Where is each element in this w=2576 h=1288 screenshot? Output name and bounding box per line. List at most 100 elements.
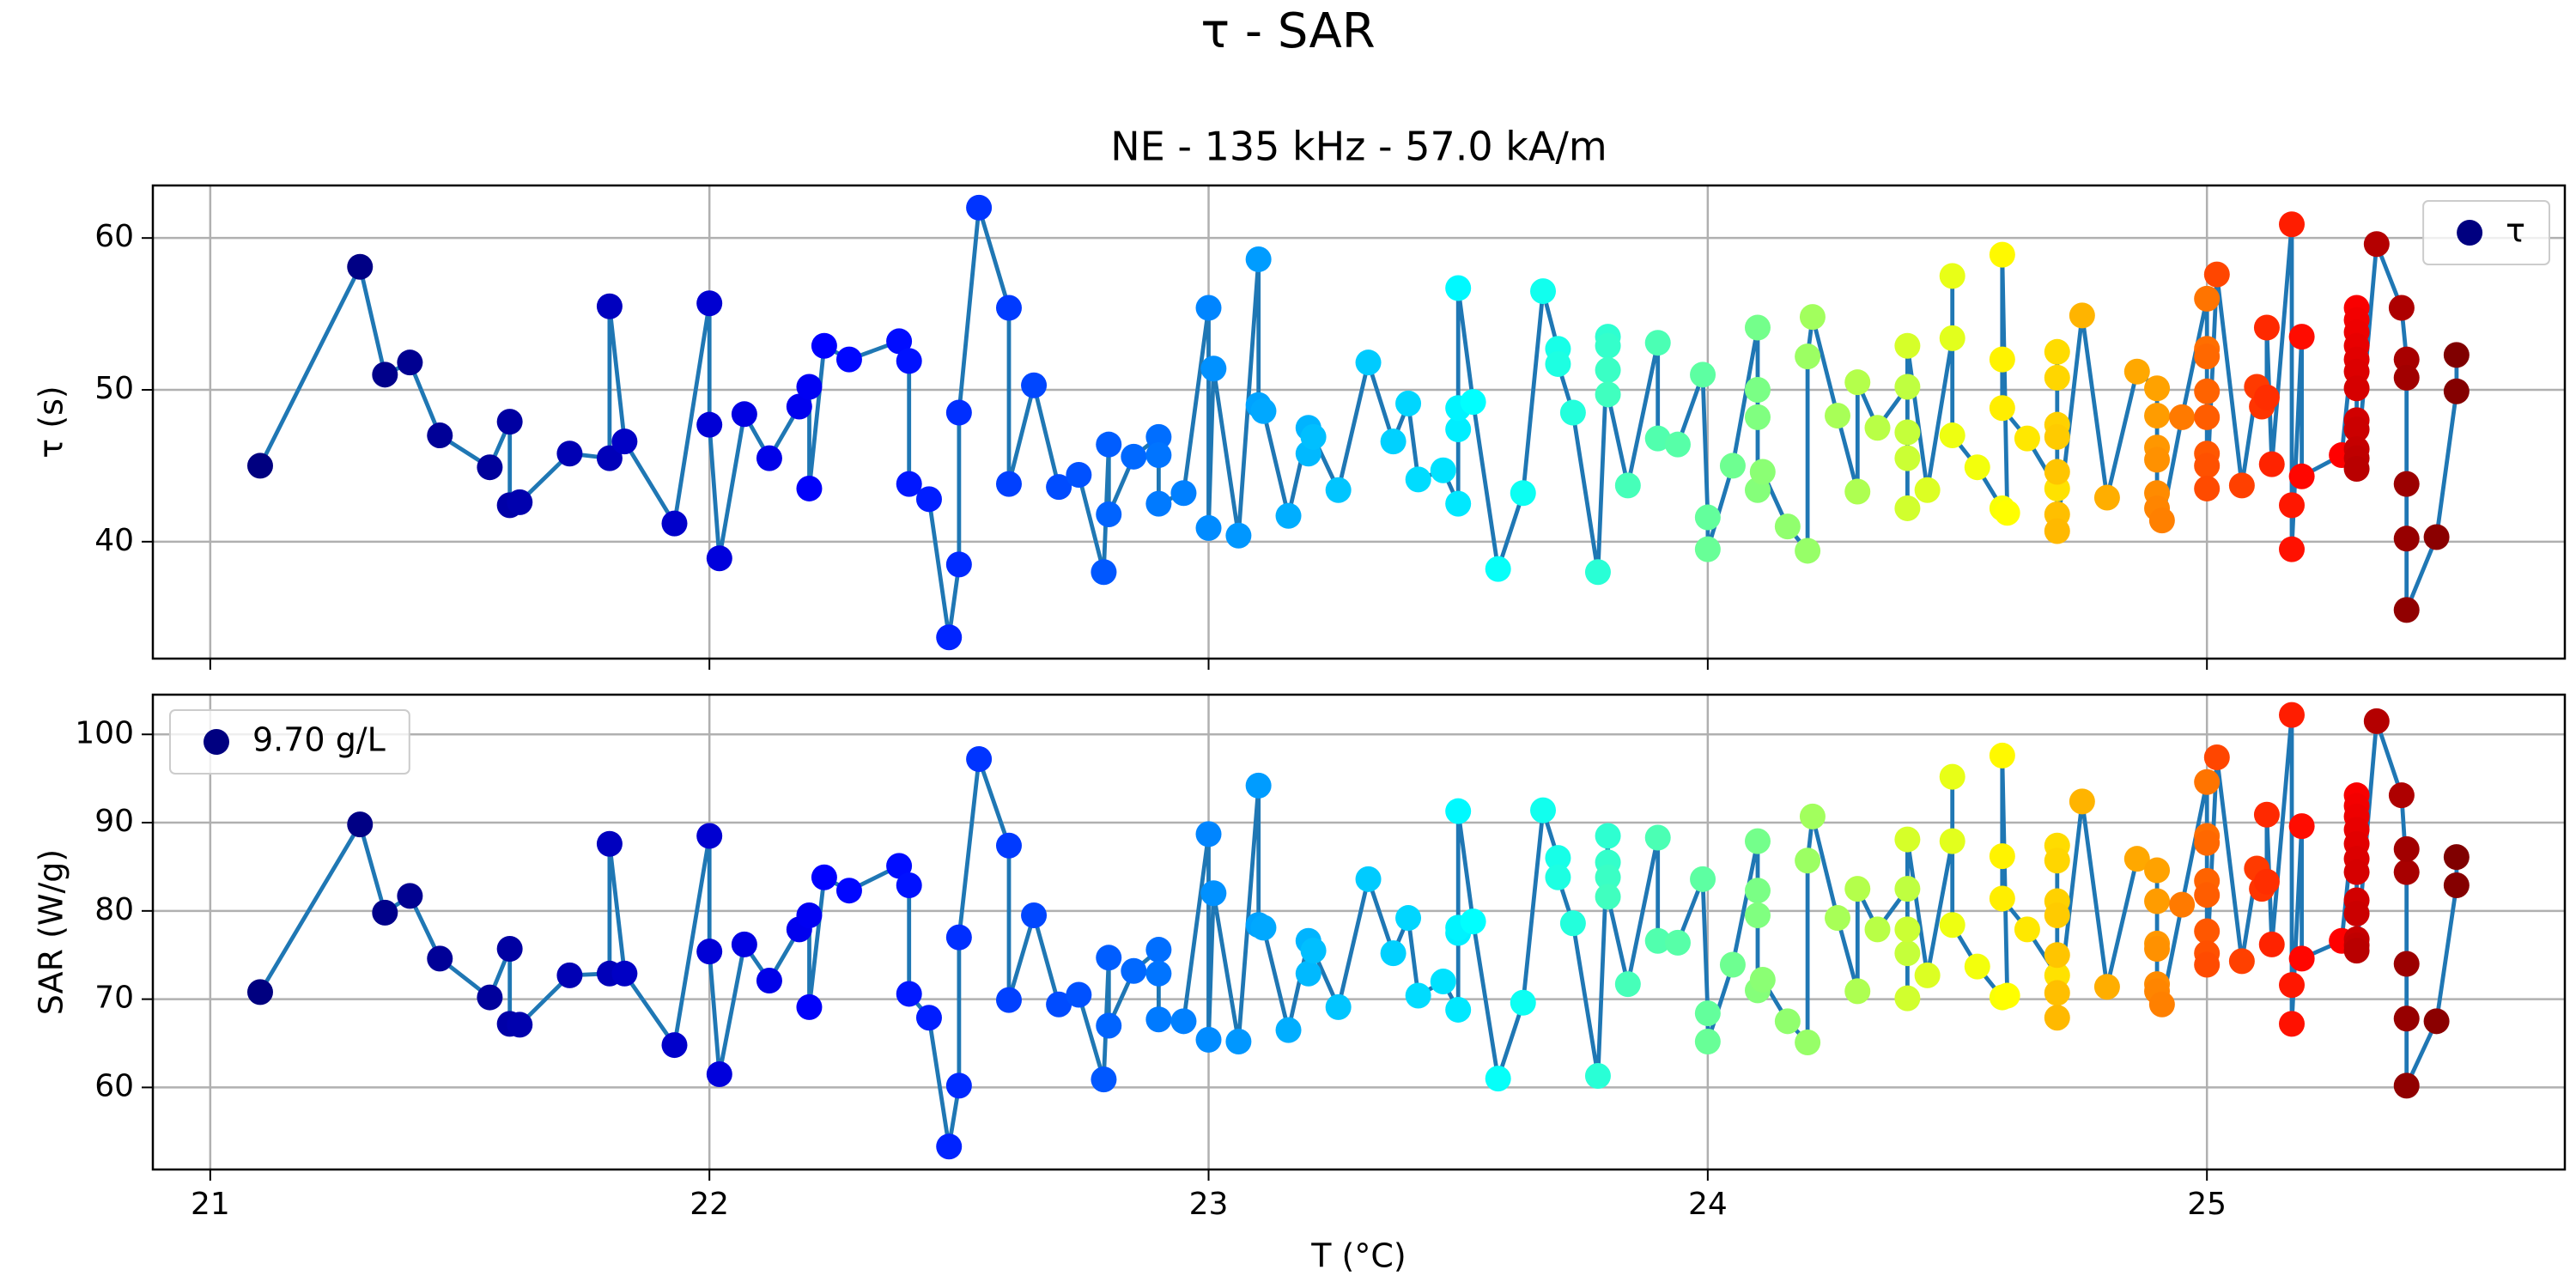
y-tick-label: 80 (94, 892, 134, 927)
data-point (2363, 708, 2390, 734)
data-point (1719, 951, 1746, 978)
data-point (1145, 937, 1172, 963)
data-point (1964, 953, 1990, 980)
y-tick-label: 50 (94, 371, 134, 406)
data-point (1096, 501, 1122, 528)
data-point (966, 746, 993, 773)
data-point (2044, 518, 2070, 544)
legend-frame (2422, 200, 2550, 265)
data-point (1325, 477, 1352, 503)
data-point (2279, 702, 2306, 728)
data-point (1894, 985, 1921, 1012)
data-point (507, 1012, 533, 1038)
data-point (2069, 302, 2095, 329)
data-point (1405, 982, 1431, 1009)
data-point (1744, 828, 1771, 854)
data-point (1939, 325, 1965, 351)
data-point (796, 993, 823, 1020)
data-point (835, 878, 862, 904)
data-point (2144, 447, 2171, 473)
data-point (1545, 845, 1571, 872)
data-point (1894, 495, 1921, 521)
data-point (246, 453, 273, 479)
data-point (1744, 314, 1771, 341)
data-point (1799, 304, 1826, 331)
legend: 9.70 g/L (169, 709, 410, 775)
data-point (2194, 285, 2221, 312)
data-point (1989, 885, 2015, 912)
data-point (1894, 940, 1921, 967)
data-point (1445, 416, 1472, 442)
data-point (1595, 332, 1621, 359)
data-point (2279, 492, 2306, 519)
data-point (2253, 314, 2280, 341)
legend-marker (204, 729, 229, 755)
data-point (1200, 880, 1227, 907)
data-point (696, 411, 723, 438)
data-point (2393, 597, 2420, 623)
data-point (1355, 349, 1382, 376)
data-point (2253, 868, 2280, 895)
data-point (596, 445, 623, 471)
data-point (661, 1032, 688, 1059)
data-point (945, 924, 972, 951)
data-point (2228, 948, 2255, 975)
data-point (2044, 364, 2070, 391)
data-point (2393, 835, 2420, 862)
data-point (347, 811, 374, 838)
data-point (496, 936, 523, 963)
data-point (756, 968, 782, 994)
legend-label: 9.70 g/L (252, 721, 386, 759)
data-point (1824, 403, 1850, 429)
data-point (2343, 455, 2370, 482)
data-point (1844, 978, 1871, 1005)
data-point (1245, 772, 1272, 799)
data-point (896, 471, 922, 497)
data-point (945, 551, 972, 578)
data-point (2288, 945, 2315, 972)
data-point (1066, 462, 1092, 489)
legend-marker (2457, 220, 2483, 246)
data-point (2343, 416, 2370, 442)
data-point (731, 931, 757, 957)
data-point (1170, 480, 1197, 507)
data-point (1774, 1008, 1801, 1035)
data-point (1405, 466, 1431, 493)
data-point (1994, 982, 2020, 1009)
data-point (2228, 472, 2255, 499)
data-point (2343, 859, 2370, 885)
data-point (1091, 1066, 1117, 1093)
data-point (915, 1005, 942, 1031)
data-point (1989, 742, 2015, 769)
data-point (1430, 969, 1456, 995)
data-point (1380, 940, 1406, 967)
data-point (1021, 902, 1048, 928)
y-axis-label: τ (s) (33, 386, 70, 458)
data-point (1694, 1000, 1721, 1027)
data-point (1145, 423, 1172, 450)
data-point (1584, 559, 1611, 586)
data-point (1719, 453, 1746, 479)
data-point (2194, 918, 2221, 945)
y-tick-label: 70 (94, 981, 134, 1016)
data-point (1844, 369, 1871, 396)
data-point (611, 960, 638, 987)
data-point (1195, 821, 1222, 848)
data-point (2443, 844, 2470, 871)
data-point (696, 939, 723, 965)
data-point (1145, 960, 1172, 987)
data-point (1799, 803, 1826, 829)
data-point (2393, 364, 2420, 391)
data-point (2014, 425, 2040, 452)
data-point (2194, 343, 2221, 370)
data-point (2148, 991, 2175, 1018)
data-point (1664, 929, 1691, 956)
data-point (1894, 332, 1921, 359)
data-point (1894, 419, 1921, 446)
data-point (2194, 404, 2221, 430)
data-point (397, 883, 423, 909)
data-point (886, 853, 913, 879)
data-point (1046, 991, 1072, 1018)
data-point (1964, 454, 1990, 481)
data-point (2343, 900, 2370, 927)
